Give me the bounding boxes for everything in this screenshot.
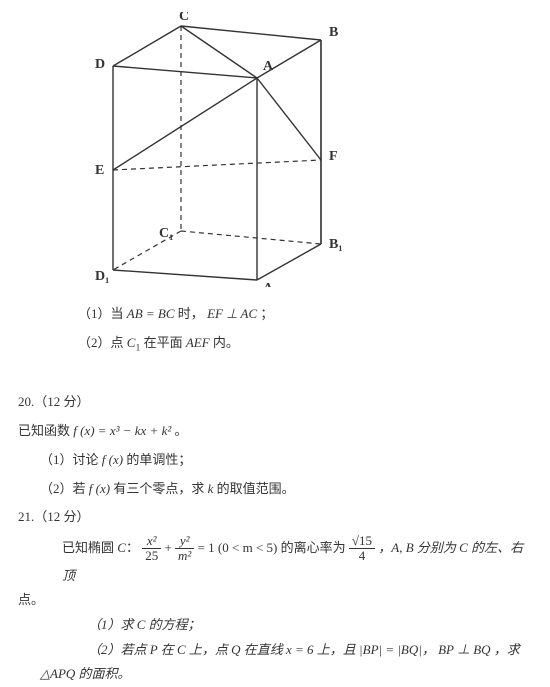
c2-prefix: （2）点 [78, 335, 124, 350]
q20-s2-fx: f (x) [89, 481, 110, 496]
q21-colon: ： [126, 540, 139, 555]
q20-stem-prefix: 已知函数 [18, 423, 70, 438]
q21-sub2a: （2）若点 P 在 C 上，点 Q 在直线 x = 6 上，且 |BP| = |… [88, 638, 532, 663]
q20-stem: 已知函数 f (x) = x³ − kx + k² 。 [18, 419, 532, 444]
q20-s2-mid: 有三个零点，求 [113, 481, 204, 496]
c1-prefix: （1）当 [78, 306, 124, 321]
q20-sub2: （2）若 f (x) 有三个零点，求 k 的取值范围。 [40, 477, 532, 502]
svg-text:C₁: C₁ [159, 226, 173, 241]
q21-ed: 4 [349, 549, 375, 563]
svg-text:A₁: A₁ [263, 281, 277, 287]
q21-plus: + [164, 540, 175, 555]
question-21: 21.（12 分） 已知椭圆 C： x² 25 + y² m² = 1 (0 <… [18, 505, 532, 687]
prism-figure: C B D A E F C₁ B₁ D₁ A₁ [63, 12, 353, 296]
q20-s2-suffix: 的取值范围。 [217, 481, 295, 496]
c1-body: EF ⊥ AC [207, 306, 257, 321]
q21-frac1: x² 25 [142, 534, 161, 564]
svg-text:F: F [329, 149, 338, 164]
claim-2: （2）点 C1 在平面 AEF 内。 [78, 331, 532, 358]
q21-C: C [117, 540, 126, 555]
q21-ecc: √15 4 [349, 534, 375, 564]
q20-s2-prefix: （2）若 [40, 481, 86, 496]
q21-ecc-text: 的离心率为 [281, 540, 346, 555]
q21-f1n: x² [142, 534, 161, 549]
c2-mid: 在平面 [144, 335, 183, 350]
q21-f1d: 25 [142, 549, 161, 563]
question-20: 20.（12 分） 已知函数 f (x) = x³ − kx + k² 。 （1… [18, 390, 532, 501]
q21-sub2b: △APQ 的面积。 [40, 662, 532, 687]
c1-cond: AB = BC [127, 306, 175, 321]
q20-number: 20.（12 分） [18, 390, 532, 415]
q20-s1-suffix: 的单调性； [126, 452, 191, 467]
q20-s1-fx: f (x) [102, 452, 123, 467]
c2-suffix: 内。 [213, 335, 239, 350]
svg-text:B₁: B₁ [329, 237, 343, 252]
q20-stem-suffix: 。 [175, 423, 188, 438]
q21-sub1: （1）求 C 的方程； [88, 613, 532, 638]
prism-svg: C B D A E F C₁ B₁ D₁ A₁ [63, 12, 353, 287]
q20-s1-prefix: （1）讨论 [40, 452, 99, 467]
q21-frac2: y² m² [175, 534, 194, 564]
c1-mid: 时， [178, 306, 204, 321]
q20-fx: f (x) = x³ − kx + k² [73, 423, 171, 438]
claims-block: （1）当 AB = BC 时， EF ⊥ AC ； （2）点 C1 在平面 AE… [78, 302, 532, 359]
q21-number: 21.（12 分） [18, 505, 532, 530]
claim-1: （1）当 AB = BC 时， EF ⊥ AC ； [78, 302, 532, 327]
svg-text:D: D [95, 57, 105, 72]
q21-en: √15 [349, 534, 375, 549]
q21-f2n: y² [175, 534, 194, 549]
svg-text:B: B [329, 25, 338, 40]
q20-s2-k: k [208, 481, 214, 496]
c2-sub: 1 [135, 343, 140, 354]
q21-f2d: m² [175, 549, 194, 563]
q21-stem-line1: 已知椭圆 C： x² 25 + y² m² = 1 (0 < m < 5) 的离… [62, 534, 532, 588]
c2-plane: AEF [186, 335, 210, 350]
svg-text:C: C [179, 12, 189, 24]
svg-text:A: A [263, 59, 274, 74]
q21-prefix: 已知椭圆 [62, 540, 114, 555]
svg-text:D₁: D₁ [95, 269, 109, 284]
q21-tail2: 点。 [18, 588, 532, 613]
q21-eq: = 1 (0 < m < 5) [198, 540, 281, 555]
q20-sub1: （1）讨论 f (x) 的单调性； [40, 448, 532, 473]
svg-text:E: E [95, 163, 104, 178]
c1-suffix: ； [260, 306, 273, 321]
